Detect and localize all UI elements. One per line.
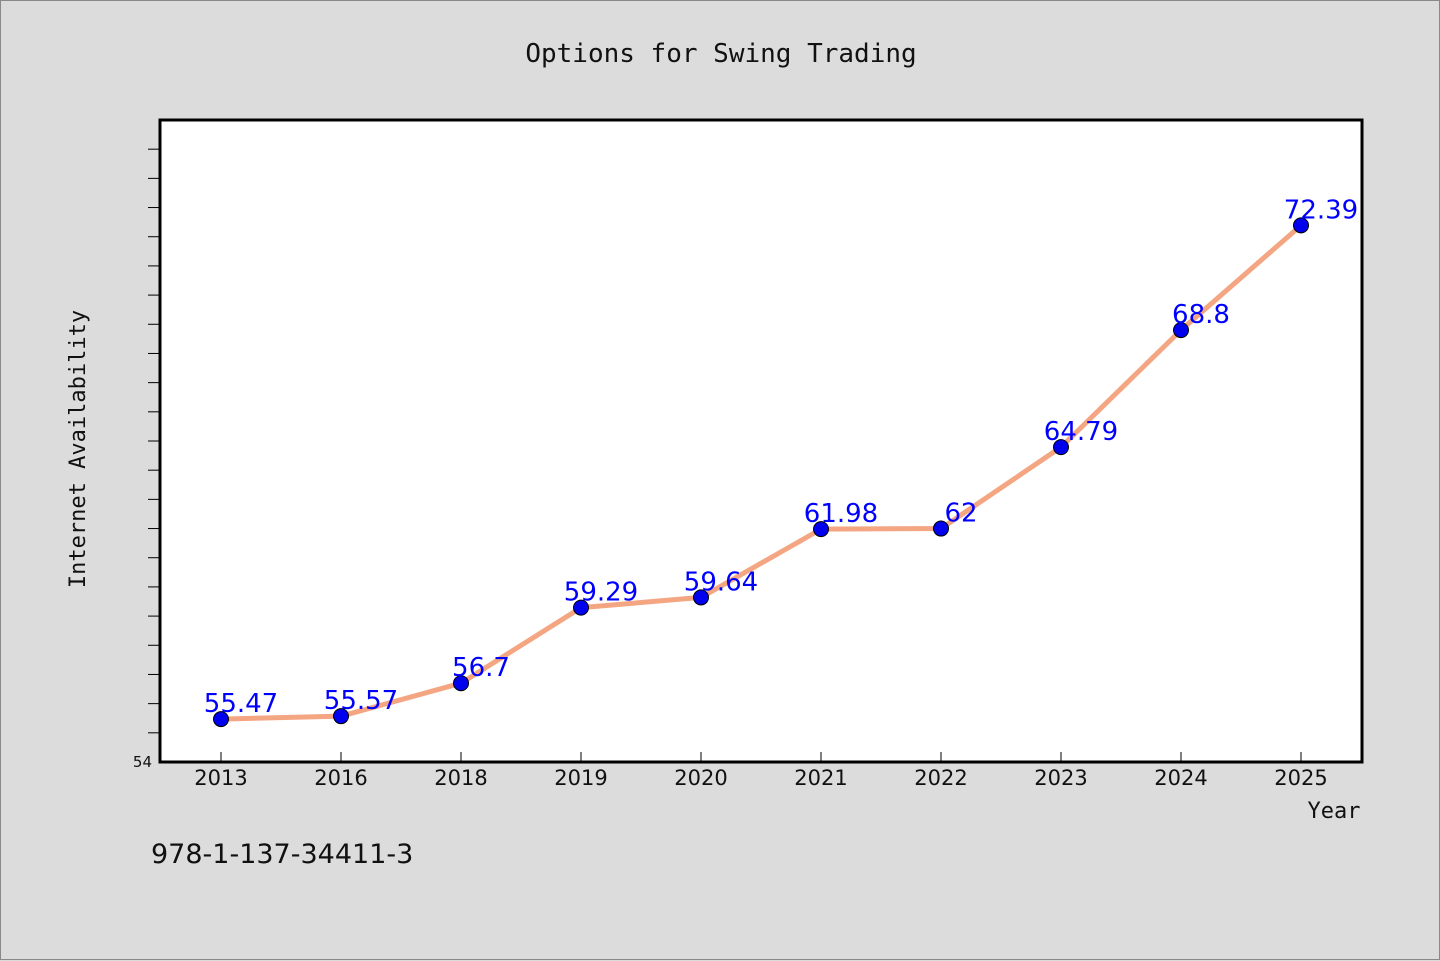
x-axis-ticks: 2013 2016 2018 2019 2020 2021 2022 2023 2024 2025: [194, 752, 1328, 790]
x-tick-label: 2023: [1034, 766, 1087, 790]
data-label: 59.64: [684, 567, 758, 597]
data-label: 59.29: [564, 578, 638, 608]
data-label: 61.98: [804, 499, 878, 529]
data-point: [453, 675, 469, 692]
data-point: [933, 520, 949, 537]
x-tick-label: 2025: [1274, 766, 1327, 790]
data-label: 72.39: [1284, 195, 1358, 225]
x-tick-label: 2024: [1154, 766, 1207, 790]
data-point: [1173, 322, 1189, 339]
x-tick-label: 2022: [914, 766, 967, 790]
data-label: 55.47: [204, 689, 278, 719]
series-layer: 55.47 55.57 56.7 59.29 59.64 61.98 62 64.79 68.8…: [204, 195, 1358, 728]
x-tick-label: 2019: [554, 766, 607, 790]
y-tick-label: 54: [133, 753, 152, 771]
data-label: 55.57: [324, 686, 398, 716]
data-label: 62: [944, 499, 977, 529]
data-point: [333, 708, 349, 725]
data-point: [1293, 217, 1309, 234]
x-tick-label: 2018: [434, 766, 487, 790]
data-point: [573, 599, 589, 616]
plot-area: [158, 118, 1364, 764]
series-line: [218, 222, 1304, 722]
chart-title: Options for Swing Trading: [525, 39, 916, 69]
data-label: 64.79: [1044, 417, 1118, 447]
data-point: [213, 711, 229, 728]
data-label: 56.7: [452, 653, 510, 683]
data-point: [1053, 439, 1069, 456]
y-axis-ticks: [148, 148, 160, 734]
x-tick-label: 2021: [794, 766, 847, 790]
x-axis-label: Year: [1308, 799, 1361, 824]
data-point: [813, 521, 829, 538]
x-tick-label: 2016: [314, 766, 367, 790]
x-tick-label: 2020: [674, 766, 727, 790]
x-tick-label: 2013: [194, 766, 247, 790]
footnote-isbn: 978-1-137-34411-3: [151, 839, 413, 870]
y-axis-label: Internet Availability: [66, 310, 91, 588]
data-label: 68.8: [1172, 300, 1230, 330]
data-point: [693, 589, 709, 606]
